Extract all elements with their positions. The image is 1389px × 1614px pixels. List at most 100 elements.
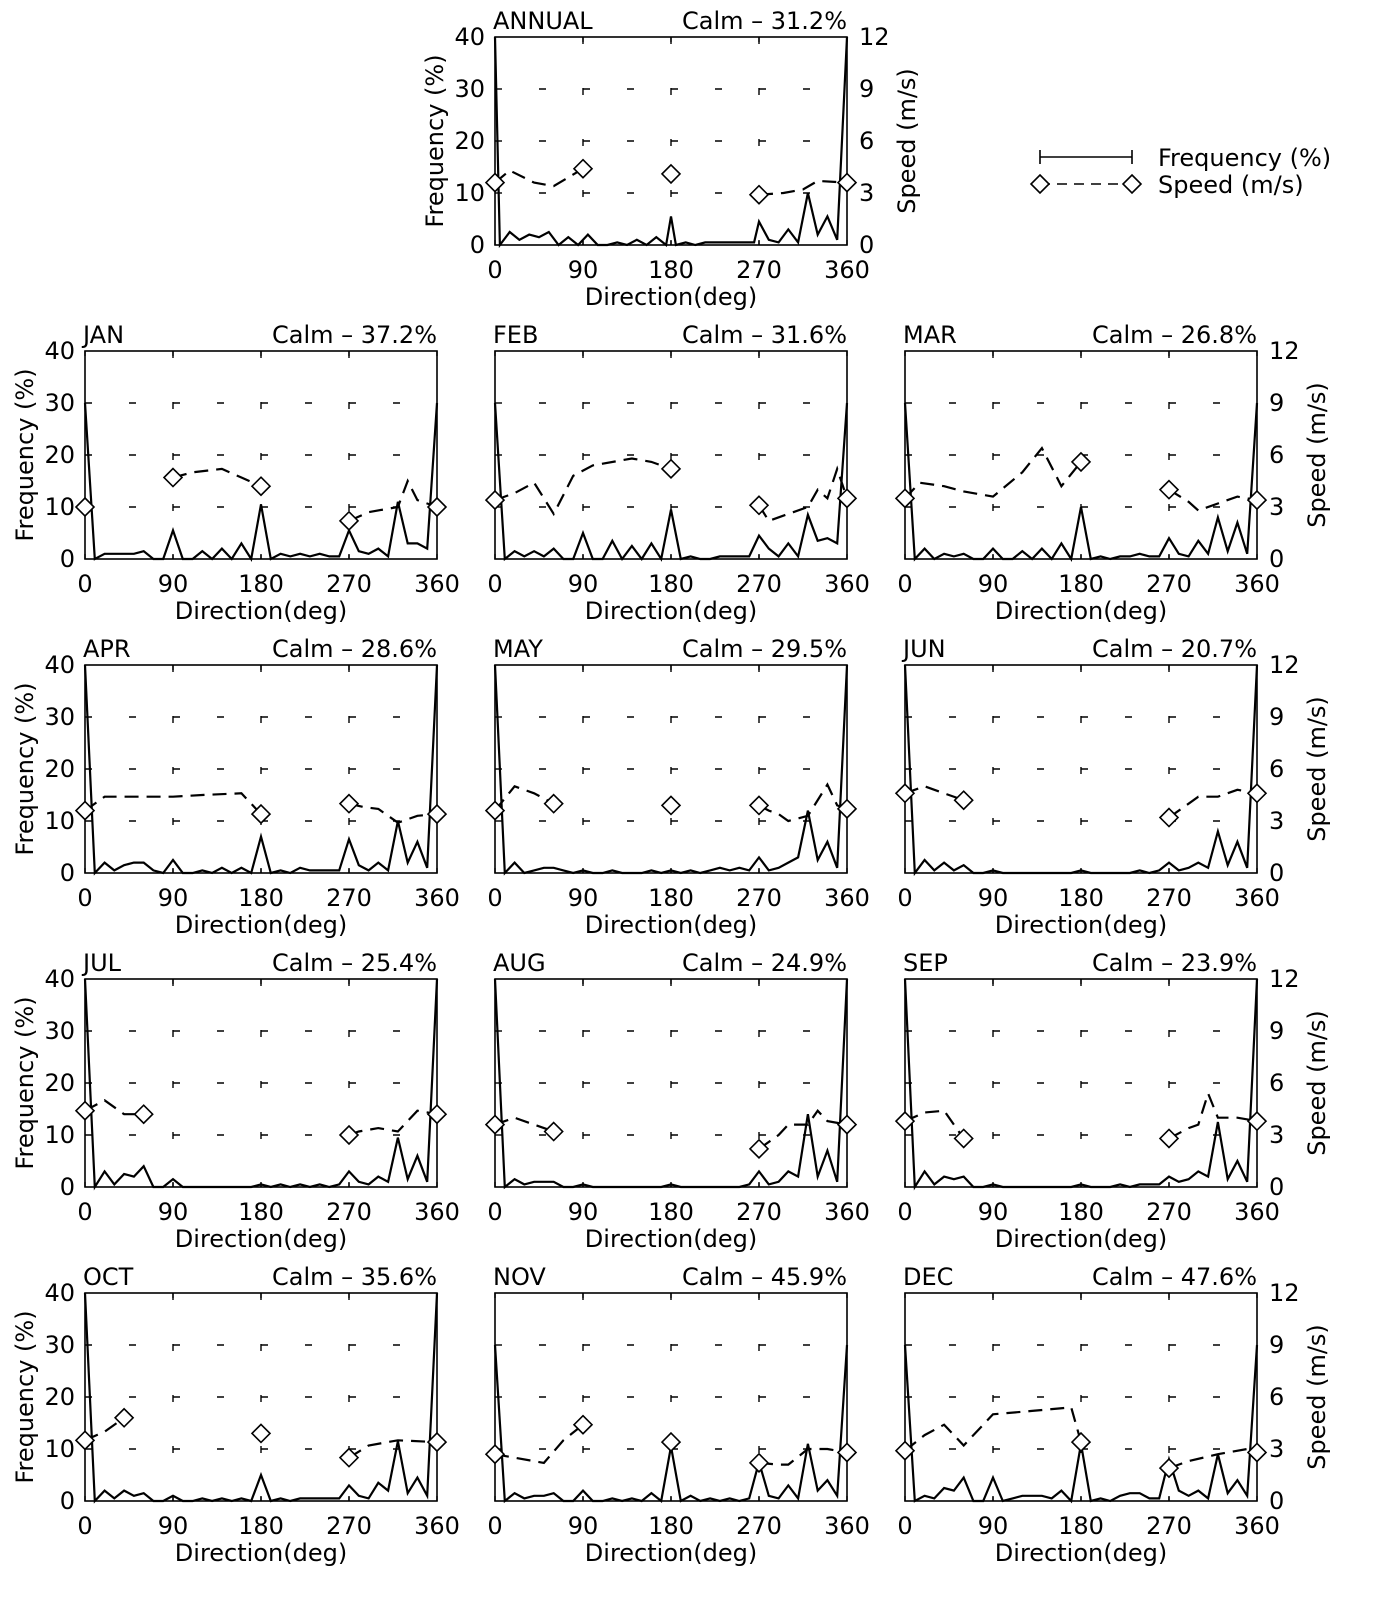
speed-series [494, 457, 672, 517]
x-tick-label: 270 [736, 1512, 782, 1540]
speed-marker [426, 1104, 448, 1125]
speed-marker [660, 795, 682, 816]
x-axis-label: Direction(deg) [175, 597, 347, 625]
speed-marker [748, 495, 770, 516]
freq-tick-label: 20 [454, 127, 485, 155]
panel-title: APR [83, 635, 131, 663]
x-tick-label: 270 [1146, 570, 1192, 598]
speed-series [84, 792, 262, 815]
x-tick-label: 0 [487, 1512, 502, 1540]
speed-marker [74, 1430, 96, 1451]
speed-axis-label: Speed (m/s) [1303, 696, 1331, 842]
x-axis-label: Direction(deg) [175, 911, 347, 939]
speed-marker [74, 800, 96, 821]
x-tick-label: 180 [238, 1512, 284, 1540]
x-axis-label: Direction(deg) [175, 1225, 347, 1253]
x-axis-label: Direction(deg) [585, 283, 757, 311]
speed-marker [543, 793, 564, 814]
speed-tick-label: 0 [1269, 1173, 1284, 1201]
speed-tick-label: 12 [1269, 337, 1300, 365]
frequency-series [903, 664, 1259, 877]
legend-speed-marker-left [1029, 173, 1051, 195]
speed-series [84, 1099, 144, 1116]
x-tick-label: 90 [158, 1198, 189, 1226]
freq-tick-label: 40 [44, 965, 75, 993]
panel-calm: Calm – 20.7% [1092, 635, 1257, 663]
panel-calm: Calm – 28.6% [272, 635, 437, 663]
freq-tick-label: 20 [44, 1383, 75, 1411]
freq-tick-label: 30 [44, 389, 75, 417]
freq-axis-label: Frequency (%) [421, 54, 449, 227]
speed-tick-label: 6 [1269, 755, 1284, 783]
panel-calm: Calm – 23.9% [1092, 949, 1257, 977]
speed-marker [953, 790, 974, 811]
freq-axis-label: Frequency (%) [11, 996, 39, 1169]
speed-series [1168, 788, 1258, 819]
speed-series [494, 1116, 555, 1133]
speed-axis-label: Speed (m/s) [1303, 382, 1331, 528]
x-axis-label: Direction(deg) [585, 1225, 757, 1253]
speed-series [758, 179, 848, 196]
legend-speed-marker-right [1121, 173, 1143, 195]
x-tick-label: 360 [414, 1512, 460, 1540]
speed-marker [113, 1407, 135, 1428]
x-tick-label: 270 [736, 570, 782, 598]
speed-tick-label: 12 [1269, 965, 1300, 993]
speed-tick-label: 0 [1269, 859, 1284, 887]
panel-sep: SEP Calm – 23.9%0 90 180 270 360Direction(deg… [894, 949, 1331, 1253]
speed-marker [836, 1114, 858, 1135]
freq-axis-label: Frequency (%) [11, 1310, 39, 1483]
x-axis-label: Direction(deg) [995, 1539, 1167, 1567]
legend: Frequency (%) Speed (m/s) [1029, 144, 1331, 199]
panel-title: JUL [81, 949, 122, 977]
freq-tick-label: 40 [44, 1279, 75, 1307]
speed-series [758, 1108, 848, 1150]
x-tick-label: 90 [978, 884, 1009, 912]
speed-marker [894, 1110, 916, 1132]
speed-marker [338, 1124, 360, 1146]
x-tick-label: 270 [1146, 1512, 1192, 1540]
speed-series [494, 1423, 584, 1465]
frequency-series [83, 978, 439, 1191]
x-axis-label: Direction(deg) [585, 1539, 757, 1567]
speed-series [494, 785, 555, 812]
panel-dec: DEC Calm – 47.6%0 90 180 270 360Direction(deg… [894, 1263, 1331, 1567]
x-tick-label: 180 [1058, 570, 1104, 598]
speed-tick-label: 3 [1269, 1121, 1284, 1149]
speed-marker [338, 1447, 360, 1468]
speed-marker [543, 1121, 564, 1142]
x-tick-label: 90 [568, 256, 599, 284]
speed-marker [836, 798, 858, 819]
speed-series [348, 478, 438, 522]
x-tick-label: 180 [648, 884, 694, 912]
x-tick-label: 270 [1146, 884, 1192, 912]
speed-series [1168, 1447, 1258, 1470]
speed-marker [74, 1100, 96, 1121]
x-tick-label: 90 [568, 1198, 599, 1226]
speed-series [348, 802, 438, 824]
speed-marker [572, 1414, 594, 1435]
panel-title: DEC [903, 1263, 953, 1291]
x-tick-label: 360 [824, 884, 870, 912]
speed-series [348, 1109, 438, 1137]
x-tick-label: 360 [414, 1198, 460, 1226]
speed-tick-label: 12 [1269, 1279, 1300, 1307]
x-tick-label: 180 [648, 256, 694, 284]
x-tick-label: 0 [487, 256, 502, 284]
panel-calm: Calm – 31.2% [682, 7, 847, 35]
panel-title: AUG [493, 949, 546, 977]
panel-feb: FEB Calm – 31.6% 0 90 180 270 360 Direction(deg… [484, 321, 870, 625]
panel-title: OCT [83, 1263, 134, 1291]
x-axis-label: Direction(deg) [995, 911, 1167, 939]
panel-calm: Calm – 37.2% [272, 321, 437, 349]
speed-marker [1158, 1128, 1180, 1149]
speed-marker [836, 172, 858, 193]
speed-marker [250, 476, 272, 497]
speed-series [348, 1439, 438, 1459]
panels-group: ANNUAL Calm – 31.2%0 90 180 270 360Direction(… [11, 7, 1331, 1567]
speed-tick-label: 6 [859, 127, 874, 155]
panel-nov: NOV Calm – 45.9% 0 90 180 270 360 Direction(deg… [484, 1263, 870, 1567]
x-tick-label: 360 [1234, 570, 1280, 598]
frequency-series [83, 402, 439, 562]
speed-tick-label: 6 [1269, 1383, 1284, 1411]
